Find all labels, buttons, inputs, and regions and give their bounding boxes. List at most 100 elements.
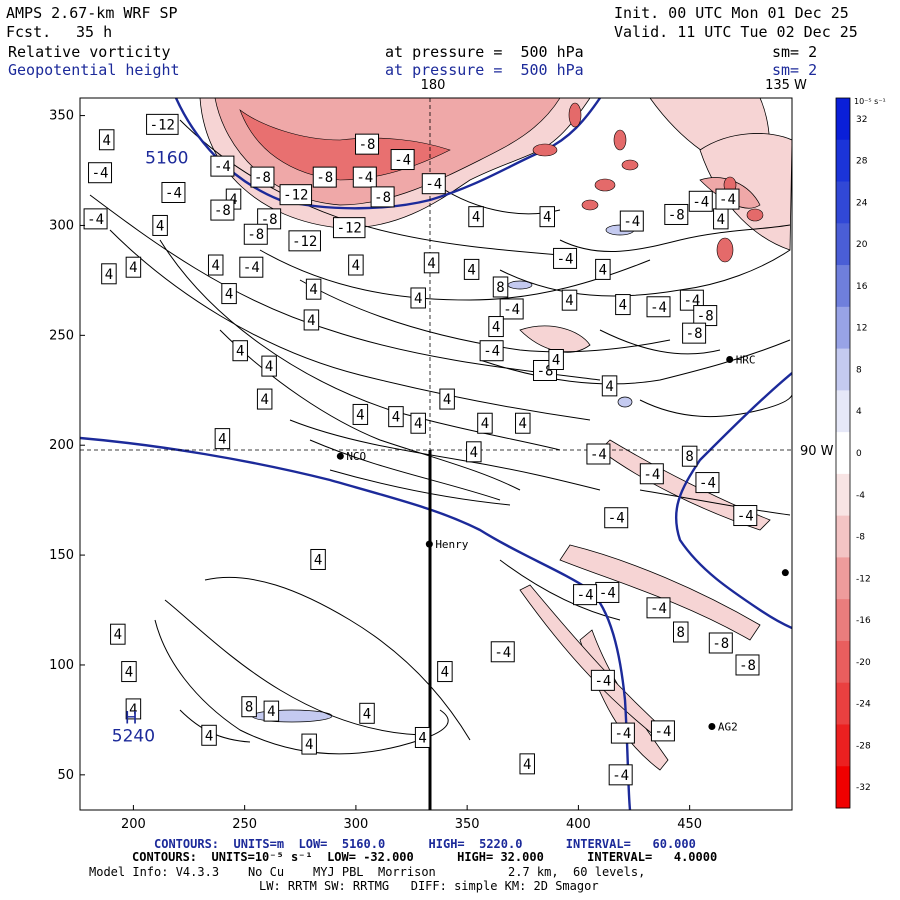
- contour-label-box: [515, 412, 531, 434]
- colorbar-label: 20: [856, 240, 868, 250]
- colorbar-segment: [836, 766, 850, 809]
- station-marker: HRC: [726, 354, 756, 367]
- contour-label-text: 4: [307, 313, 315, 329]
- contour-label: 4: [615, 294, 631, 316]
- contour-label-text: 4: [156, 218, 164, 234]
- colorbar-segment: [836, 473, 850, 517]
- contour-label: -4: [595, 581, 620, 603]
- contour-label: -8: [664, 203, 689, 225]
- contour-label: 4: [261, 355, 277, 377]
- contour-label-box: [263, 700, 280, 722]
- contour-label-box: [221, 283, 237, 305]
- contour-label: 8: [681, 445, 698, 467]
- contour-label: 4: [713, 208, 729, 230]
- contour-label-text: -12: [292, 234, 317, 250]
- contour-label-box: [492, 276, 509, 298]
- colorbar-segment: [836, 599, 850, 642]
- mountain-noise-features: [532, 102, 764, 263]
- station-label: NCO: [346, 450, 366, 463]
- contour-label-text: 4: [443, 392, 451, 408]
- contour-label-text: -4: [557, 251, 574, 267]
- contour-label-box: [601, 375, 618, 397]
- contour-label-box: [437, 661, 453, 683]
- contour-label: 4: [348, 254, 364, 276]
- contour-label: 4: [477, 412, 493, 434]
- y-tick-label: 50: [57, 768, 74, 783]
- contour-label-text: -8: [739, 658, 756, 674]
- contour-label-text: 4: [265, 359, 273, 375]
- contour-label-box: [348, 254, 364, 276]
- contour-label: 4: [305, 278, 322, 300]
- contour-label: 4: [437, 661, 453, 683]
- height-label: 5240: [112, 726, 155, 746]
- colorbar-label: 0: [856, 449, 862, 459]
- contour-label: -8: [312, 166, 337, 188]
- colorbar-segment: [836, 223, 850, 266]
- contour-label-box: [410, 412, 426, 434]
- station-marker: [781, 569, 789, 577]
- contour-label-box: [207, 254, 224, 276]
- contour-label-text: 8: [685, 449, 693, 465]
- colorbar-label: 28: [856, 157, 868, 167]
- contour-label-text: 4: [260, 392, 268, 408]
- smoothing-2: sm= 2: [772, 61, 818, 79]
- contour-label-box: [548, 349, 564, 371]
- contour-label-box: [479, 340, 504, 362]
- contour-label-text: -4: [214, 159, 231, 175]
- contour-label-box: [390, 149, 415, 171]
- colorbar-label: 4: [856, 407, 862, 417]
- contour-label-box: [650, 720, 675, 742]
- contour-label: 4: [601, 375, 618, 397]
- contour-label: 4: [561, 289, 578, 311]
- contour-label-text: 4: [392, 410, 400, 426]
- contour-label: 4: [152, 214, 168, 236]
- contour-label: 4: [352, 403, 369, 425]
- contour-label-text: -4: [92, 166, 109, 182]
- station-label: HRC: [736, 354, 756, 367]
- contour-label: -8: [708, 632, 733, 654]
- station-dot: [336, 452, 344, 460]
- height-label: 5160: [145, 148, 188, 168]
- contour-label-text: -4: [608, 511, 625, 527]
- contour-label: -4: [608, 764, 633, 786]
- colorbar-label: 8: [856, 365, 862, 375]
- station-dot: [781, 569, 789, 577]
- contour-label: -8: [693, 305, 718, 327]
- contour-label-box: [256, 388, 273, 410]
- x-tick-label: 450: [677, 817, 702, 832]
- contour-label-box: [210, 155, 235, 177]
- contour-label-box: [152, 214, 168, 236]
- contour-label-text: -4: [165, 185, 182, 201]
- contour-label-box: [586, 443, 611, 465]
- contour-label-text: 4: [129, 702, 137, 718]
- x-tick-label: 350: [455, 817, 480, 832]
- contour-label-text: 4: [414, 291, 422, 307]
- contour-label-box: [608, 764, 633, 786]
- station-dot: [726, 356, 734, 364]
- contour-label-box: [477, 412, 493, 434]
- contour-label-text: 4: [309, 282, 317, 298]
- footer-model-info: Model Info: V4.3.3 No Cu MYJ PBL Morriso…: [89, 865, 646, 879]
- contour-label-box: [312, 166, 337, 188]
- contour-label: -4: [51, 264, 74, 284]
- contour-label-box: [410, 287, 426, 309]
- contour-label-text: -4: [483, 344, 500, 360]
- contour-label-text: 4: [205, 728, 213, 744]
- contour-label-text: -4: [503, 302, 520, 318]
- contour-label-text: -4: [243, 260, 260, 276]
- contour-label: 4: [488, 316, 504, 338]
- contour-label-box: [110, 623, 126, 645]
- contour-label-text: -4: [719, 192, 736, 208]
- stations: NCO Henry HRC AG2: [336, 354, 789, 733]
- contour-label-box: [715, 188, 740, 210]
- colorbar-label: 12: [856, 324, 867, 334]
- contour-label: -4: [352, 166, 377, 188]
- contour-label-box: [88, 162, 113, 184]
- contour-label: -4: [619, 210, 644, 232]
- contour-label-box: [421, 173, 446, 195]
- contour-label-box: [490, 641, 515, 663]
- contour-label-text: 4: [414, 416, 422, 432]
- contour-label: 4: [232, 340, 248, 362]
- station-marker: Henry: [425, 538, 469, 551]
- colorbar-label: -32: [856, 783, 871, 793]
